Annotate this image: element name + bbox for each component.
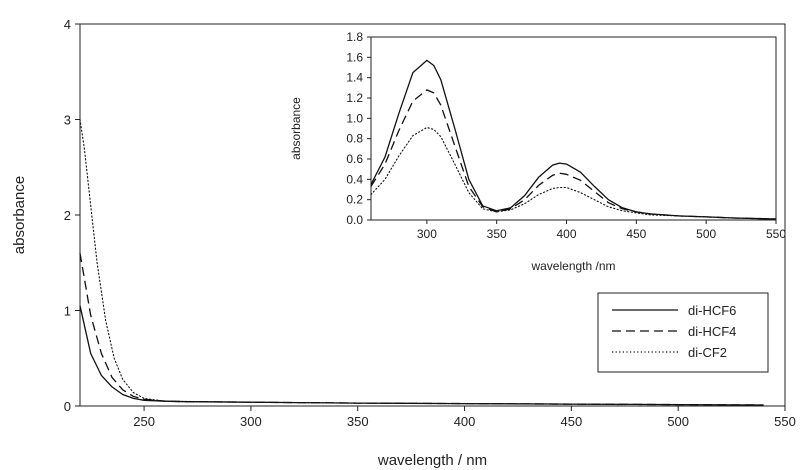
main-series-line: [79, 118, 626, 406]
main-x-tick-label: 350: [347, 414, 369, 429]
legend-label: di-CF2: [688, 345, 727, 360]
legend-label: di-HCF6: [688, 303, 736, 318]
main-x-tick-label: 300: [240, 414, 262, 429]
main-y-tick-label: 1: [64, 304, 71, 319]
inset-plot-frame: [370, 36, 777, 221]
inset-x-tick-label: 350: [487, 227, 507, 241]
inset-series-line: [370, 59, 777, 220]
main-y-tick-label: 3: [64, 113, 71, 128]
main-y-tick-label: 2: [64, 208, 71, 223]
inset-x-axis-title: wavelength /nm: [530, 259, 615, 273]
inset-y-tick-label: 1.6: [346, 50, 363, 64]
main-x-tick-label: 450: [561, 414, 583, 429]
inset-y-tick-label: 0.6: [346, 152, 363, 166]
inset-y-tick-label: 0.0: [346, 213, 363, 227]
main-x-tick-label: 400: [454, 414, 476, 429]
inset-y-tick-label: 0.8: [346, 132, 363, 146]
main-x-tick-label: 250: [133, 414, 155, 429]
inset-series-line: [370, 126, 777, 220]
inset-y-tick-label: 1.4: [346, 71, 363, 85]
main-x-tick-label: 550: [774, 414, 796, 429]
inset-y-tick-label: 1.0: [346, 111, 363, 125]
inset-x-tick-label: 500: [696, 227, 716, 241]
main-x-tick-label: 500: [667, 414, 689, 429]
main-y-axis-title: absorbance: [11, 176, 28, 254]
main-x-axis-title: wavelength / nm: [377, 452, 487, 469]
legend-box: [597, 292, 769, 373]
main-y-tick-label: 4: [64, 17, 71, 32]
inset-y-tick-label: 0.2: [346, 193, 363, 207]
inset-series-line: [370, 89, 777, 220]
inset-y-tick-label: 1.2: [346, 91, 363, 105]
inset-x-tick-label: 450: [626, 227, 646, 241]
inset-y-axis-title: absorbance: [289, 97, 303, 160]
inset-y-tick-label: 1.8: [346, 30, 363, 44]
inset-y-tick-label: 0.4: [346, 172, 363, 186]
inset-x-tick-label: 300: [417, 227, 437, 241]
legend-label: di-HCF4: [688, 324, 736, 339]
inset-x-tick-label: 400: [557, 227, 577, 241]
main-y-tick-label: 0: [64, 399, 71, 414]
inset-x-tick-label: 550: [766, 227, 786, 241]
